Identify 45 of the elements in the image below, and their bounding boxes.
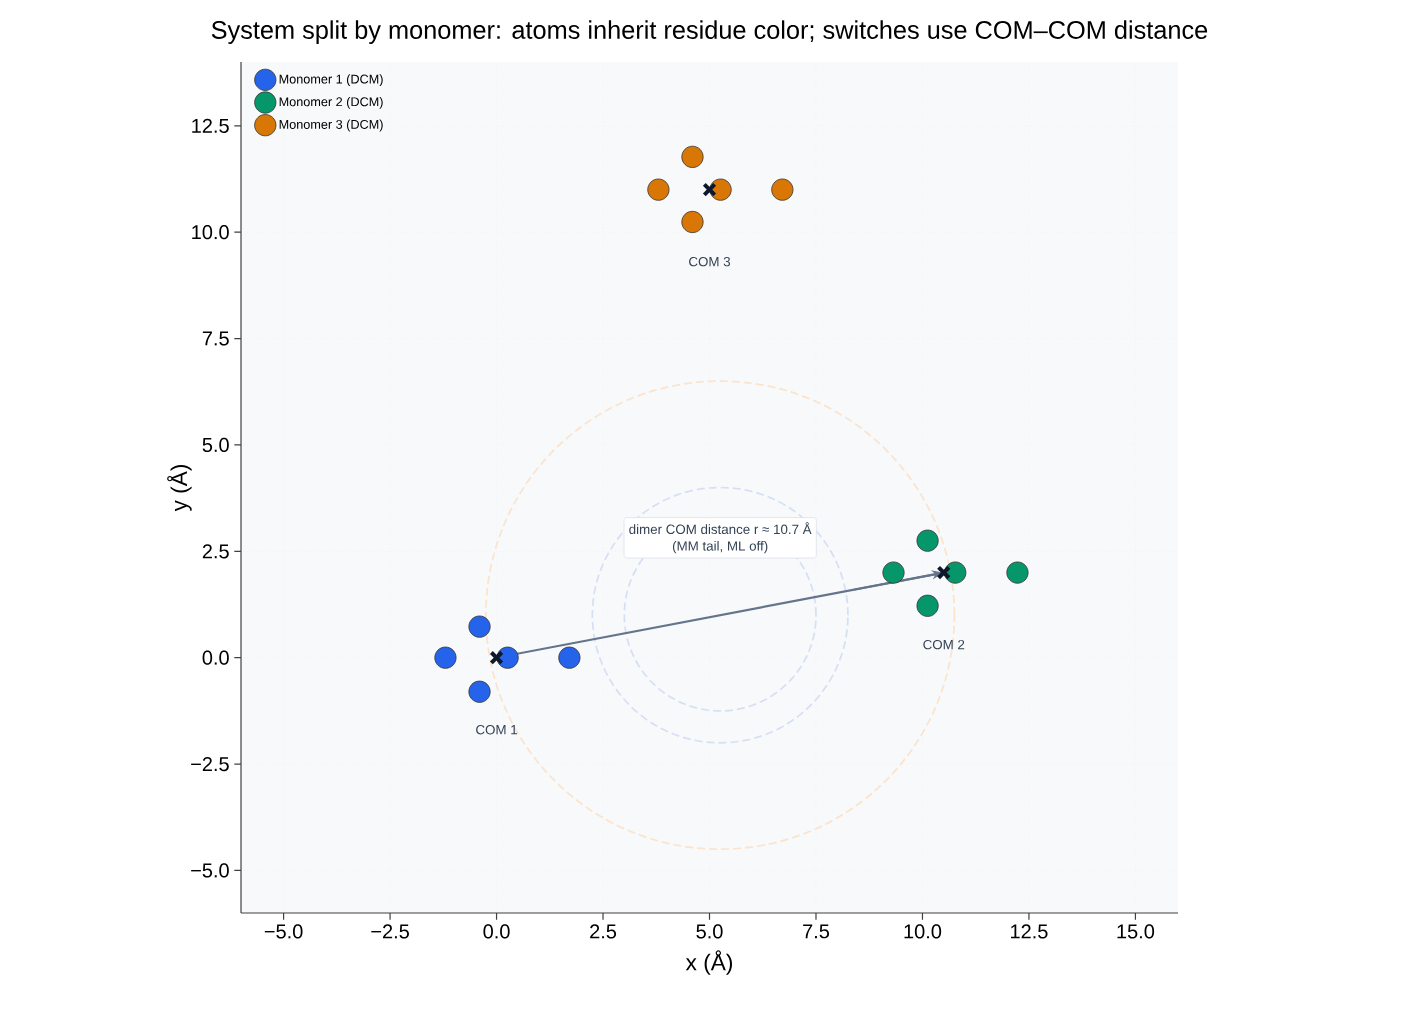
annotation: COM 2 <box>923 639 965 650</box>
point <box>709 178 732 201</box>
x-tick-label: 2.5 <box>590 924 617 939</box>
annotation: (MM tail, ML off) <box>672 540 768 554</box>
point <box>916 529 939 552</box>
y-tick-label: 12.5 <box>192 118 229 133</box>
legend-label: Monomer 3 (DCM) <box>279 119 383 132</box>
chart-title: System split by monomer: atoms inherit residue color; switches use COM–COM distance <box>211 20 1208 44</box>
point <box>647 178 670 201</box>
annotation: dimer COM distance r ≈ 10.7 Å <box>629 522 812 535</box>
point <box>468 615 491 638</box>
point <box>489 650 504 665</box>
x-tick-label: 12.5 <box>1011 924 1048 939</box>
y-tick-label: 2.5 <box>202 544 229 559</box>
legend-label: Monomer 2 (DCM) <box>279 96 383 109</box>
point <box>681 210 704 234</box>
legend-label: Monomer 1 (DCM) <box>279 74 383 87</box>
y-axis-title: y (Å) <box>167 464 192 512</box>
x-tick-label: −5.0 <box>264 924 303 939</box>
point <box>702 182 717 197</box>
y-tick-label: −5.0 <box>191 863 229 878</box>
y-tick-label: 10.0 <box>192 225 229 240</box>
x-tick-label: 0.0 <box>483 924 510 939</box>
point <box>681 145 704 168</box>
y-tick-label: 0.0 <box>202 650 229 665</box>
point <box>936 565 951 580</box>
point <box>434 646 457 669</box>
x-tick-label: 7.5 <box>803 924 830 939</box>
x-tick-label: −2.5 <box>371 924 409 939</box>
point <box>496 646 519 669</box>
x-tick-label: 10.0 <box>904 924 942 939</box>
y-tick-label: −2.5 <box>191 756 229 772</box>
y-tick-label: 5.0 <box>202 437 229 453</box>
x-axis-title: x (Å) <box>685 950 733 975</box>
x-tick-label: 15.0 <box>1117 924 1155 939</box>
point <box>468 680 491 703</box>
point <box>558 646 581 669</box>
point <box>1006 561 1029 584</box>
point <box>882 561 905 584</box>
x-tick-label: 5.0 <box>696 924 723 939</box>
annotation: COM 1 <box>476 724 518 735</box>
point <box>916 594 939 617</box>
annotation: COM 3 <box>689 256 731 267</box>
point <box>771 178 794 201</box>
y-tick-label: 7.5 <box>202 331 229 346</box>
